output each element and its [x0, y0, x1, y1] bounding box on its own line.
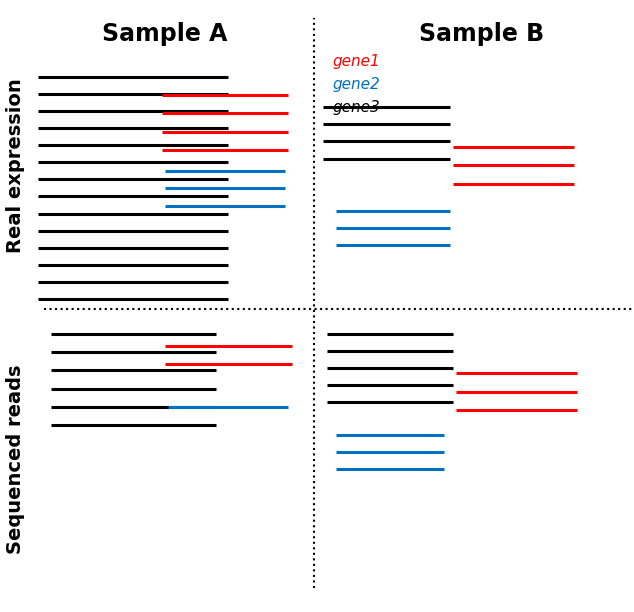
Text: Sequenced reads: Sequenced reads — [6, 364, 25, 554]
Text: Sample A: Sample A — [102, 21, 228, 46]
Text: Sample B: Sample B — [419, 21, 545, 46]
Text: gene3: gene3 — [333, 100, 380, 115]
Text: gene1: gene1 — [333, 54, 380, 69]
Text: Real expression: Real expression — [6, 78, 25, 253]
Text: gene2: gene2 — [333, 77, 380, 92]
